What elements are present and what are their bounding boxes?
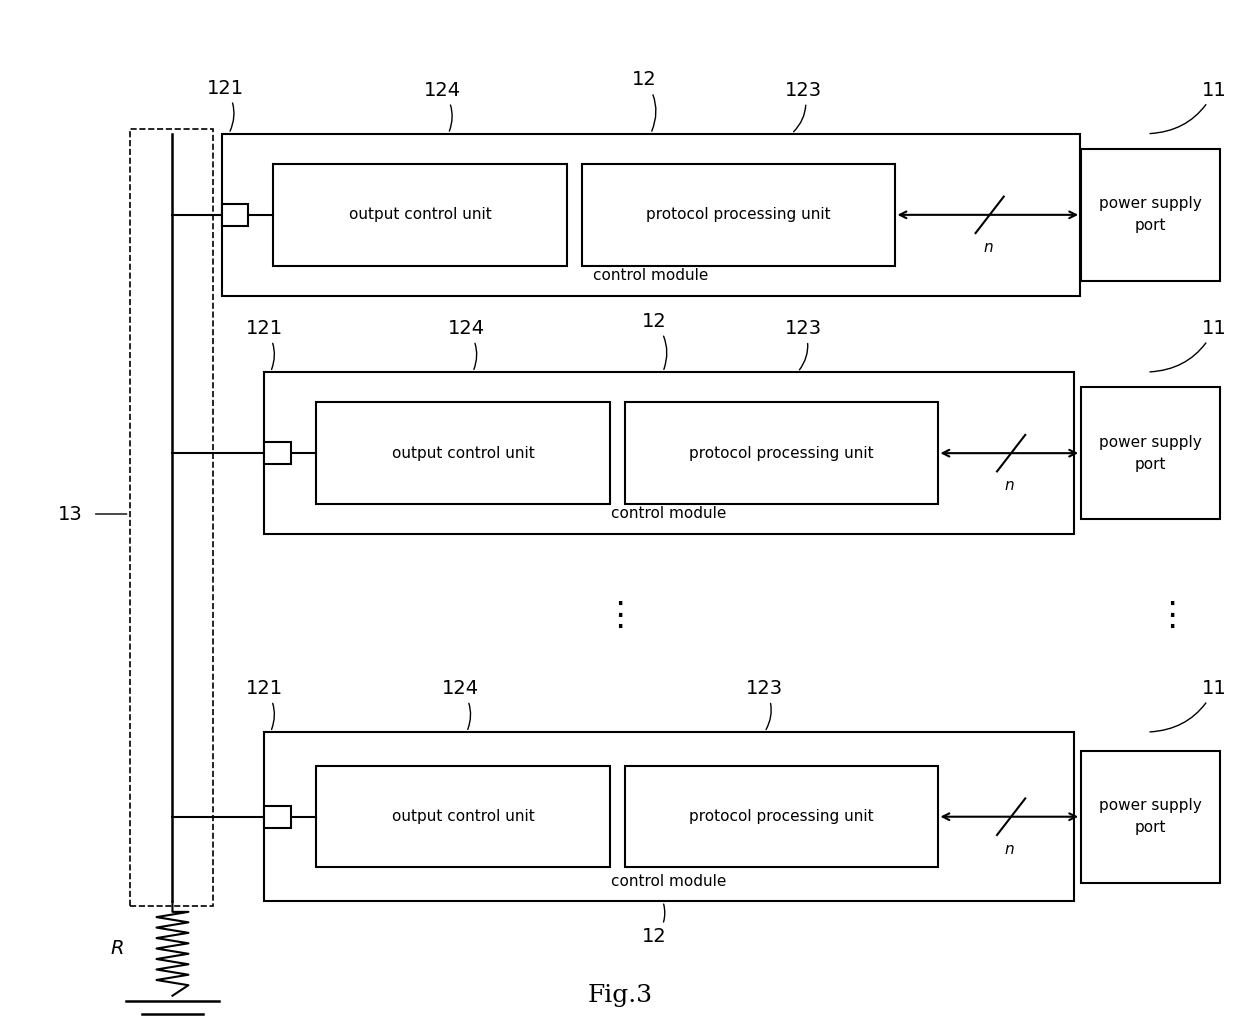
Text: 123: 123 — [746, 678, 784, 730]
Text: n: n — [983, 240, 993, 255]
Text: protocol processing unit: protocol processing unit — [646, 208, 831, 222]
Bar — [625, 402, 937, 504]
Text: 11: 11 — [1149, 80, 1228, 134]
Bar — [316, 402, 610, 504]
Text: 12: 12 — [642, 904, 667, 947]
Text: power supply
port: power supply port — [1099, 435, 1202, 472]
Text: 124: 124 — [448, 319, 485, 369]
Text: output control unit: output control unit — [392, 809, 534, 824]
Bar — [264, 372, 1074, 535]
Text: 12: 12 — [642, 311, 667, 369]
Bar — [625, 766, 937, 868]
Bar — [222, 134, 1080, 296]
Text: power supply
port: power supply port — [1099, 196, 1202, 233]
Bar — [129, 128, 213, 907]
Bar — [264, 732, 1074, 902]
Text: power supply
port: power supply port — [1099, 798, 1202, 836]
Text: R: R — [110, 939, 124, 958]
Text: protocol processing unit: protocol processing unit — [689, 446, 873, 461]
Text: 12: 12 — [632, 71, 657, 132]
Text: protocol processing unit: protocol processing unit — [689, 809, 873, 824]
Bar — [273, 164, 567, 265]
Text: ⋮: ⋮ — [1156, 599, 1188, 632]
Text: 124: 124 — [441, 678, 479, 730]
Text: 11: 11 — [1149, 319, 1228, 372]
Text: control module: control module — [593, 268, 708, 283]
Bar — [264, 442, 291, 465]
Bar — [316, 766, 610, 868]
Bar — [264, 806, 291, 828]
Text: output control unit: output control unit — [348, 208, 491, 222]
Text: n: n — [1004, 842, 1014, 856]
Text: ⋮: ⋮ — [604, 599, 636, 632]
Text: Fig.3: Fig.3 — [588, 984, 652, 1007]
Text: n: n — [1004, 478, 1014, 493]
Bar — [582, 164, 894, 265]
Text: control module: control module — [611, 507, 727, 521]
Text: output control unit: output control unit — [392, 446, 534, 461]
Text: 123: 123 — [785, 80, 822, 132]
Bar — [1081, 149, 1220, 281]
Text: 121: 121 — [246, 319, 283, 369]
Text: 13: 13 — [58, 505, 83, 523]
Text: 121: 121 — [207, 78, 244, 132]
Text: 121: 121 — [246, 678, 283, 730]
Bar — [1081, 388, 1220, 519]
Text: 123: 123 — [785, 319, 822, 370]
Bar — [222, 204, 248, 226]
Text: control module: control module — [611, 874, 727, 888]
Text: 124: 124 — [424, 80, 461, 132]
Bar — [1081, 750, 1220, 883]
Text: 11: 11 — [1149, 678, 1228, 732]
